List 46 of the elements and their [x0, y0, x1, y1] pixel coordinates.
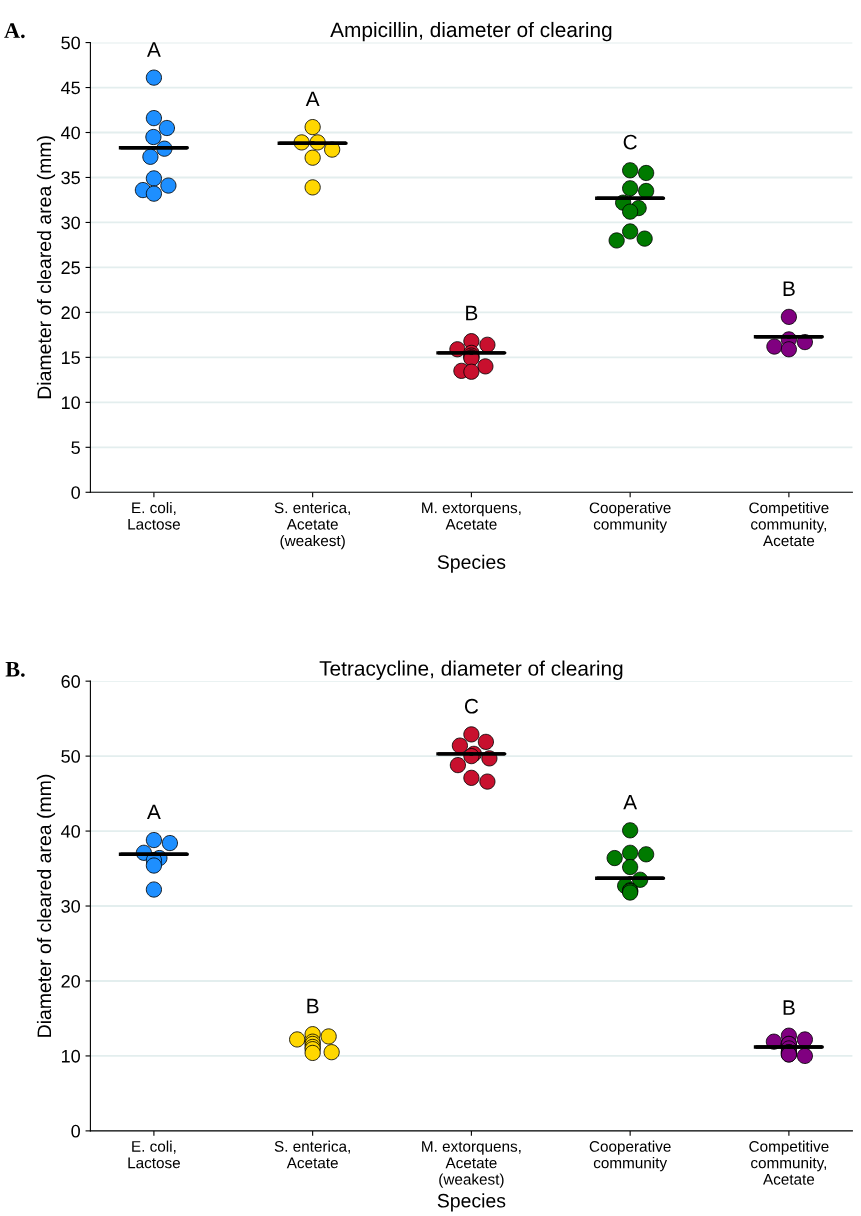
chart-title: Ampicillin, diameter of clearing	[330, 21, 612, 42]
y-tick-label: 10	[61, 396, 80, 410]
y-tick-label: 15	[61, 351, 80, 365]
y-axis-title: Diameter of cleared area (mm)	[36, 136, 56, 399]
annotation: C	[623, 134, 637, 150]
x-tick-label: Cooperative community	[589, 502, 671, 533]
annotation: A	[147, 804, 161, 820]
y-tick-label: 20	[61, 974, 80, 988]
x-axis-title: Species	[437, 554, 506, 573]
y-tick-label: 35	[61, 171, 80, 185]
y-tick-label: 5	[71, 441, 80, 455]
y-tick-label: 40	[61, 825, 80, 838]
x-tick-label: M. extorquens, Acetate (weakest)	[422, 1141, 521, 1188]
y-tick-label: 50	[61, 36, 80, 50]
y-tick-label: 10	[61, 1049, 80, 1063]
y-tick-label: 45	[61, 81, 80, 95]
text: B.	[5, 661, 25, 677]
x-tick-label: E. coli, Lactose	[128, 1140, 180, 1169]
y-tick-label: 30	[61, 899, 80, 913]
y-tick-label: 50	[61, 750, 80, 763]
chart-title: Tetracycline, diameter of clearing	[319, 660, 623, 680]
x-tick-label: S. enterica, Acetate (weakest)	[274, 502, 350, 550]
y-axis-title: Diameter of cleared area (mm)	[36, 774, 56, 1037]
x-tick-label: Cooperative community	[589, 1140, 671, 1172]
annotation: A	[305, 91, 320, 107]
y-tick-label: 25	[61, 261, 80, 275]
x-tick-label: E. coli, Lactose	[128, 502, 180, 530]
annotation: A	[147, 42, 161, 57]
y-tick-label: 40	[61, 126, 80, 140]
x-axis-title: Species	[437, 1193, 506, 1212]
annotation: B	[307, 998, 319, 1014]
x-tick-label: Competitive community, Acetate	[749, 502, 829, 547]
x-tick-label: Competitive community, Acetate	[749, 1140, 829, 1185]
y-tick-label: 20	[61, 306, 80, 320]
annotation: C	[464, 698, 479, 714]
y-tick-label: 0	[71, 1124, 80, 1138]
y-tick-label: 0	[71, 486, 80, 499]
y-tick-label: 60	[61, 675, 80, 688]
annotation: B	[466, 305, 478, 321]
x-tick-label: S. enterica, Acetate	[274, 1140, 350, 1169]
text: A.	[4, 23, 25, 39]
annotation: A	[623, 795, 638, 810]
annotation: B	[783, 1000, 795, 1015]
y-tick-label: 30	[61, 216, 80, 230]
x-tick-label: M. extorquens, Acetate	[422, 502, 521, 530]
annotation: B	[783, 281, 795, 296]
